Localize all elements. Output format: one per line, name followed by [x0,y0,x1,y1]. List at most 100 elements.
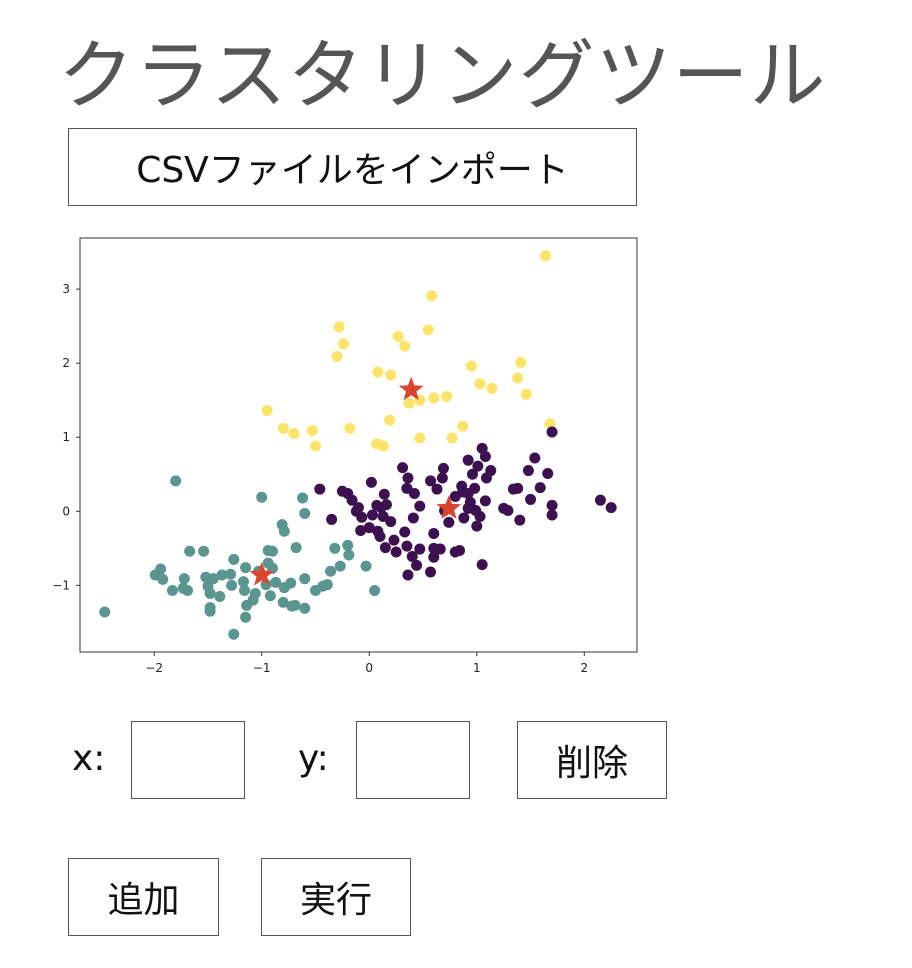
data-point [520,388,532,400]
data-point [512,372,524,384]
data-point [428,392,440,404]
data-point [157,573,169,585]
data-point [411,559,423,571]
data-point [462,502,474,514]
data-point [360,560,372,572]
data-point [343,549,355,561]
y-tick-label: −1 [52,578,70,592]
data-point [337,338,349,350]
data-point [356,511,368,523]
data-point [178,573,190,585]
data-point [309,440,321,452]
data-point [288,428,300,440]
data-point [214,590,226,602]
data-point [334,560,346,572]
x-tick-label: 1 [473,661,481,675]
data-point [277,422,289,434]
data-point [204,587,216,599]
data-point [306,425,318,437]
data-point [465,360,477,372]
data-point [371,499,383,511]
y-tick-label: 1 [62,430,70,444]
data-point [331,350,343,362]
centroid-marker [398,376,424,401]
data-point [529,452,541,464]
centroid-marker [249,562,275,586]
data-point [428,551,440,563]
data-point [437,462,449,474]
data-point [299,573,311,585]
data-point [546,426,558,438]
data-point [228,553,240,565]
data-point [474,378,486,390]
data-point [353,502,364,514]
data-point [443,516,455,528]
data-point [434,543,446,555]
data-point [441,390,453,402]
data-point [605,502,617,514]
data-point [363,522,375,534]
data-point [216,569,228,581]
data-point [241,599,253,611]
data-point [507,483,519,495]
data-point [204,605,216,617]
data-point [170,475,182,487]
data-point [182,585,194,597]
data-point [446,432,458,444]
data-point [262,545,274,557]
y-tick-label: 0 [62,504,70,518]
y-input[interactable] [356,721,470,799]
data-point [290,542,302,554]
data-point [390,546,402,558]
x-tick-label: 2 [580,661,588,675]
import-csv-button[interactable]: CSVファイルをインポート [68,128,637,206]
data-point [333,321,345,333]
x-input[interactable] [131,721,245,799]
data-point [476,442,488,454]
data-point [289,599,301,611]
data-point [99,606,111,618]
data-point [425,566,437,578]
x-tick-label: 0 [365,661,373,675]
data-point [277,596,289,608]
data-point [264,590,276,602]
y-label: y: [298,738,329,779]
data-point [392,331,404,343]
run-button[interactable]: 実行 [261,858,411,936]
data-point [594,494,606,506]
data-point [260,579,272,591]
data-point [297,492,309,504]
data-point [457,486,469,498]
y-tick-label: 2 [62,356,70,370]
data-point [237,576,249,588]
data-point [314,483,326,495]
data-point [226,579,238,591]
data-point [476,559,488,571]
add-button[interactable]: 追加 [68,858,219,936]
data-point [285,577,297,589]
data-point [261,405,273,417]
data-point [458,512,470,524]
data-point [329,542,341,554]
data-point [486,382,498,394]
data-point [278,525,290,537]
axis-ticks: −2 −1 0 1 2 −1 0 1 2 3 [52,282,588,675]
delete-button[interactable]: 削除 [517,721,667,799]
page-title: クラスタリングツール [58,31,827,120]
data-point [502,505,514,517]
data-point [256,491,268,503]
centroid-marker [436,495,462,519]
data-point [414,500,426,512]
data-point [466,468,478,480]
data-point [402,472,414,484]
data-point [480,472,492,484]
y-tick-label: 3 [62,282,70,296]
plot-frame [79,237,638,653]
data-point [365,476,377,488]
data-point [355,525,367,537]
data-point [471,520,483,532]
data-point [522,465,534,477]
data-point [454,545,466,557]
data-point [425,475,437,487]
data-point [474,510,486,522]
